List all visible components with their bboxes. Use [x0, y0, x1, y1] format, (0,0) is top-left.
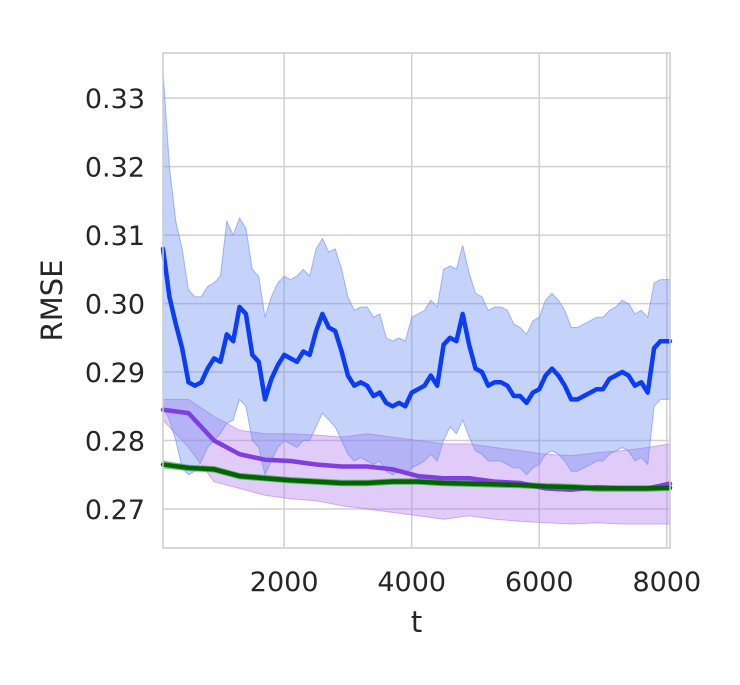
y-tick-label: 0.27	[85, 495, 145, 526]
y-tick-label: 0.31	[85, 221, 145, 252]
confidence-bands	[162, 70, 671, 525]
x-tick-label: 2000	[250, 567, 319, 598]
x-tick-label: 8000	[632, 567, 701, 598]
y-tick-label: 0.28	[85, 427, 145, 458]
series-1-line	[160, 462, 673, 491]
grid	[163, 53, 670, 548]
y-tick-label: 0.32	[85, 153, 145, 184]
series-2-line	[160, 246, 673, 409]
y-tick-label: 0.30	[85, 290, 145, 321]
plot-frame	[162, 52, 671, 549]
y-tick-label: 0.29	[85, 358, 145, 389]
x-tick-label: 6000	[505, 567, 574, 598]
y-axis-label: RMSE	[35, 260, 69, 342]
y-tick-label: 0.33	[85, 84, 145, 115]
series-lines	[160, 246, 673, 493]
x-tick-labels: 2000 4000 6000 8000	[250, 567, 701, 598]
x-tick-label: 4000	[377, 567, 446, 598]
y-tick-labels: 0.27 0.28 0.29 0.30 0.31 0.32 0.33	[85, 84, 145, 526]
x-axis-label: t	[411, 605, 422, 639]
